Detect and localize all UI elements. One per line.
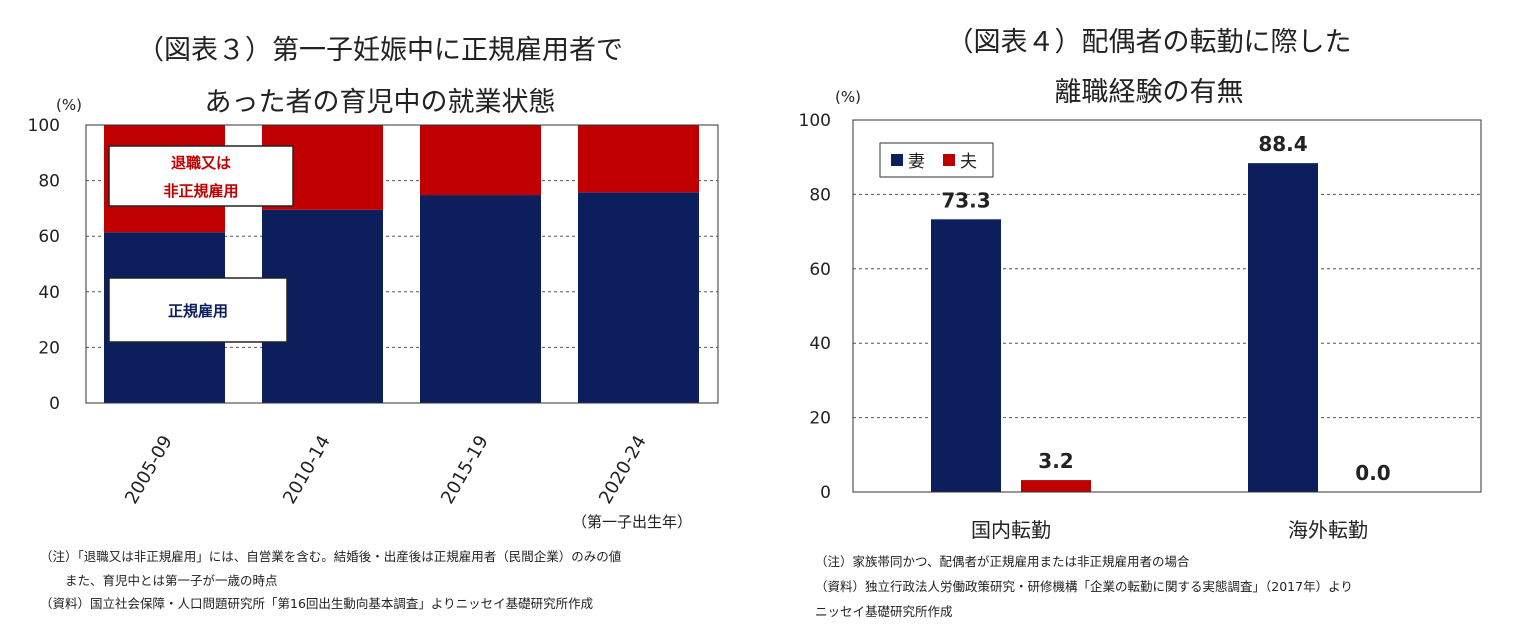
source-line: （資料）国立社会保障・人口問題研究所「第16回出生動向基本調査」よりニッセイ基礎…	[40, 596, 594, 611]
plot-area-frame	[85, 124, 719, 404]
stacked-bar-chart: 0 20 40 60 80 100 2005-09 2010-14 2015-19 2020-24…	[28, 116, 719, 531]
data-label: 3.2	[1038, 449, 1073, 473]
data-label: 73.3	[941, 188, 990, 212]
y-tick-label: 0	[49, 394, 60, 414]
source-line: ニッセイ基礎研究所作成	[815, 604, 953, 619]
bar-resigned-or-nonregular	[420, 125, 541, 196]
y-tick-label: 20	[809, 409, 831, 429]
chart-title-line-2: あった者の育児中の就業状態	[204, 87, 556, 118]
bar-wife	[1248, 163, 1318, 493]
data-label: 0.0	[1355, 461, 1390, 485]
y-tick-label: 100	[799, 111, 831, 131]
series-label-box	[108, 145, 294, 207]
series-label-box	[108, 277, 288, 343]
y-unit-label: (%)	[56, 96, 82, 114]
chart-title-line-2: 離職経験の有無	[1054, 77, 1244, 108]
source-line: （資料）独立行政法人労働政策研究・研修機構「企業の転勤に関する実態調査」（201…	[815, 579, 1353, 594]
x-tick-label: 海外転勤	[1288, 518, 1368, 542]
legend-swatch-wife	[891, 154, 903, 166]
x-tick-label: 国内転勤	[971, 518, 1051, 542]
y-tick-label: 80	[38, 172, 60, 192]
bar-regular-employment	[420, 195, 541, 403]
series-label-regular: 正規雇用	[168, 302, 228, 320]
y-tick-label: 0	[820, 483, 831, 503]
chart-title-line-1: （図表３）第一子妊娠中に正規雇用者で	[137, 35, 623, 66]
series-label-resigned-line-1: 退職又は	[171, 154, 231, 172]
x-tick-label: 2015-19	[437, 432, 493, 508]
y-tick-label: 80	[809, 185, 831, 205]
bar-regular-employment	[578, 192, 699, 403]
bar-wife	[931, 219, 1001, 492]
note-line: （注）「退職又は非正規雇用」には、自営業を含む。結婚後・出産後は正規雇用者（民間…	[40, 549, 622, 564]
x-axis-label: （第一子出生年）	[572, 513, 692, 531]
y-tick-label: 100	[28, 116, 60, 136]
note-line: また、育児中とは第一子が一歳の時点	[40, 573, 278, 588]
chart-title-line-1: （図表４）配偶者の転勤に際した	[946, 27, 1352, 58]
x-tick-label: 2010-14	[279, 432, 335, 508]
y-tick-label: 40	[38, 283, 60, 303]
chart-panel-3: （図表３）第一子妊娠中に正規雇用者で あった者の育児中の就業状態 (%) 0 20…	[0, 0, 760, 638]
bar-husband	[1021, 480, 1091, 492]
series-label-resigned-line-2: 非正規雇用	[163, 182, 238, 200]
x-tick-label: 2020-24	[595, 432, 651, 508]
y-unit-label: (%)	[835, 88, 861, 106]
legend-swatch-husband	[943, 154, 955, 166]
x-tick-label: 2005-09	[121, 432, 177, 508]
y-tick-label: 40	[809, 334, 831, 354]
bar-resigned-or-nonregular	[578, 125, 699, 193]
plot-area-frame	[852, 119, 1482, 493]
legend: 妻夫	[879, 142, 994, 178]
chart-panel-4: （図表４）配偶者の転勤に際した 離職経験の有無 (%) 0 20 40 60 80 100…	[765, 0, 1533, 638]
data-label: 88.4	[1258, 132, 1307, 156]
grouped-bar-chart: 02040608010073.33.2国内転勤88.40.0海外転勤妻夫	[799, 111, 1482, 542]
y-tick-label: 60	[809, 260, 831, 280]
legend-label-wife: 妻	[908, 152, 925, 172]
y-tick-label: 60	[38, 227, 60, 247]
note-line: （注）家族帯同かつ、配偶者が正規雇用または非正規雇用者の場合	[815, 554, 1190, 569]
y-tick-label: 20	[38, 338, 60, 358]
legend-label-husband: 夫	[960, 152, 977, 172]
